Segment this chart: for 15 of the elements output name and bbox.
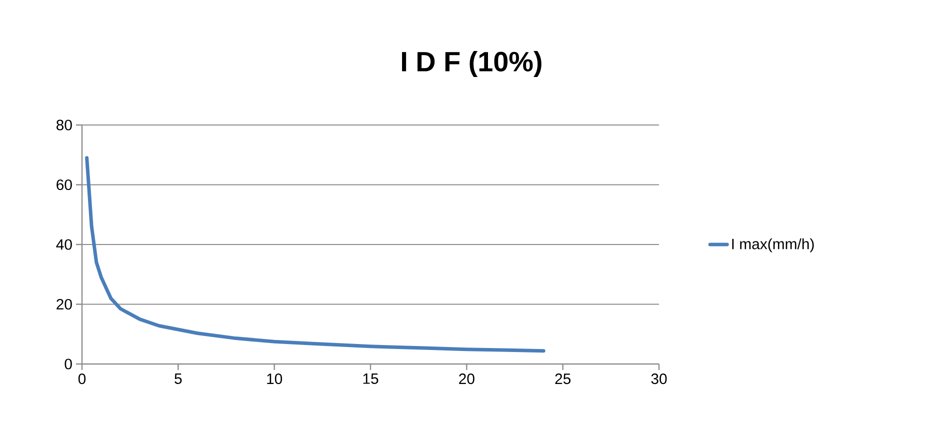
chart-title: I D F (10%) xyxy=(402,51,542,78)
x-tick-label: 25 xyxy=(555,374,571,384)
x-tick-label: 10 xyxy=(267,374,282,384)
x-tick-label: 0 xyxy=(78,374,86,384)
x-tick-label: 20 xyxy=(459,374,474,384)
y-tick-label: 0 xyxy=(64,358,72,370)
x-tick-label: 15 xyxy=(363,374,378,384)
line-series xyxy=(85,156,546,353)
x-tick-label: 5 xyxy=(174,374,182,384)
y-tick-label: 80 xyxy=(56,120,72,130)
y-tick-label: 40 xyxy=(56,239,72,250)
y-tick-label: 60 xyxy=(56,179,72,190)
y-tick-label: 20 xyxy=(56,298,72,310)
legend-label: I max(mm/h) xyxy=(732,238,814,252)
x-tick-label: 30 xyxy=(651,374,667,384)
